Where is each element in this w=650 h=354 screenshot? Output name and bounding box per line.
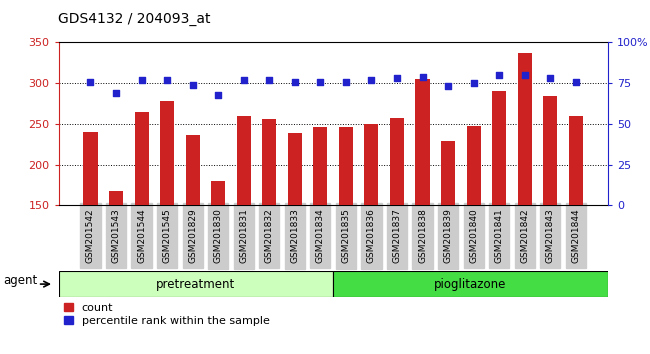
Point (545, 75, 555, 81)
Bar (517, 53, 532, 205)
Bar (492, 91, 506, 205)
Point (366, 77, 376, 83)
Bar (467, 126, 480, 205)
Bar (262, 119, 276, 205)
Point (417, 74, 428, 80)
Point (162, 77, 172, 83)
Bar (569, 116, 583, 205)
Point (187, 82, 198, 88)
Text: pioglitazone: pioglitazone (434, 278, 506, 291)
Point (290, 79, 300, 84)
Bar (333, 271, 608, 297)
Point (213, 92, 224, 97)
Bar (109, 192, 123, 205)
Point (494, 72, 504, 78)
Point (111, 90, 122, 96)
Point (571, 79, 581, 84)
Text: agent: agent (3, 274, 38, 287)
Bar (160, 101, 174, 205)
Bar (58, 271, 333, 297)
Point (315, 79, 326, 84)
Bar (186, 135, 200, 205)
Point (392, 75, 402, 81)
Text: GDS4132 / 204093_at: GDS4132 / 204093_at (58, 12, 211, 27)
Point (136, 77, 147, 83)
Bar (288, 133, 302, 205)
Bar (313, 127, 328, 205)
Point (519, 72, 530, 78)
Bar (211, 181, 225, 205)
Legend: count, percentile rank within the sample: count, percentile rank within the sample (64, 303, 270, 326)
Bar (365, 124, 378, 205)
Point (264, 77, 274, 83)
Bar (135, 112, 149, 205)
Bar (339, 127, 353, 205)
Text: pretreatment: pretreatment (156, 278, 235, 291)
Bar (237, 116, 251, 205)
Bar (415, 79, 430, 205)
Bar (543, 96, 557, 205)
Bar (83, 132, 98, 205)
Point (443, 84, 453, 89)
Bar (390, 118, 404, 205)
Point (239, 77, 249, 83)
Point (469, 80, 479, 86)
Point (85, 79, 96, 84)
Point (341, 79, 351, 84)
Bar (441, 141, 455, 205)
